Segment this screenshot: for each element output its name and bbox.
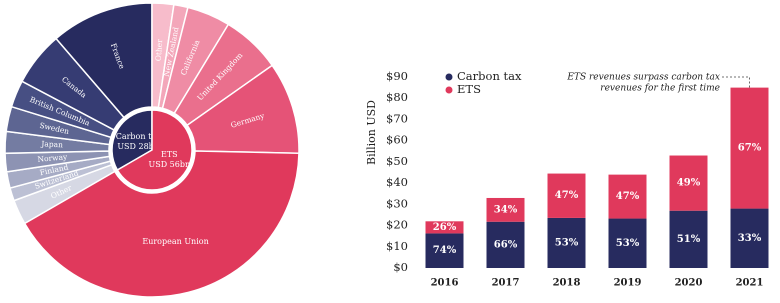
- share-label: 66%: [494, 239, 518, 250]
- y-axis-title: Billion USD: [365, 100, 378, 165]
- outer-label: European Union: [142, 237, 208, 246]
- inner-label: ETS: [161, 150, 178, 159]
- bar-segment: [486, 197, 525, 222]
- x-tick-label: 2016: [431, 278, 459, 289]
- annotation: revenues for the first time: [600, 84, 720, 94]
- y-tick-label: $60: [386, 133, 408, 147]
- inner-value-label: USD 28bn: [117, 142, 159, 151]
- share-label: 67%: [738, 143, 762, 154]
- share-label: 49%: [677, 178, 701, 189]
- share-label: 74%: [433, 245, 457, 256]
- bar-segment: [669, 210, 708, 268]
- outer-segment: [23, 150, 300, 298]
- share-label: 47%: [555, 190, 579, 201]
- share-label: 26%: [433, 222, 457, 233]
- legend-label: ETS: [457, 82, 481, 96]
- y-tick-label: $0: [393, 260, 408, 274]
- y-tick-label: $10: [386, 239, 408, 253]
- bar-segment: [608, 174, 647, 219]
- bar-segment: [669, 155, 708, 211]
- x-tick-label: 2018: [553, 278, 581, 289]
- legend-marker: [445, 86, 453, 94]
- bar-segment: [730, 87, 769, 209]
- y-tick-label: $90: [386, 69, 408, 83]
- legend-label: Carbon tax: [457, 69, 522, 83]
- bar-segment: [425, 221, 464, 234]
- inner-value-label: USD 56bn: [149, 160, 191, 169]
- x-tick-label: 2020: [675, 278, 703, 289]
- share-label: 33%: [738, 233, 762, 244]
- y-tick-label: $40: [386, 175, 408, 189]
- share-label: 53%: [555, 237, 579, 248]
- y-tick-label: $30: [386, 196, 408, 210]
- outer-label: Other: [154, 39, 165, 62]
- annotation: ETS revenues surpass carbon tax: [566, 73, 720, 83]
- y-tick-label: $70: [386, 111, 408, 125]
- bar-segment: [608, 218, 647, 268]
- bar-segment: [547, 173, 586, 218]
- share-label: 47%: [616, 191, 640, 202]
- share-label: 51%: [677, 234, 701, 245]
- share-label: 53%: [616, 238, 640, 249]
- y-tick-label: $20: [386, 218, 408, 232]
- legend-marker: [445, 73, 453, 81]
- x-tick-label: 2019: [614, 278, 642, 289]
- outer-label: Norway: [37, 152, 68, 164]
- inner-label: Carbon tax: [116, 132, 161, 141]
- bar-segment: [425, 233, 464, 268]
- bar-segment: [547, 217, 586, 268]
- bar-chart: Billion USD $0 $10 $20 $30 $40 $50 $60 $70 $80 $90…: [365, 69, 769, 289]
- annotation-leader: [722, 76, 750, 88]
- x-tick-label: 2017: [492, 278, 520, 289]
- bar-segment: [730, 208, 769, 268]
- outer-label: Japan: [40, 139, 63, 149]
- y-tick-label: $50: [386, 154, 408, 168]
- inner-segment: [116, 109, 193, 191]
- share-label: 34%: [494, 204, 518, 215]
- bar-segment: [486, 221, 525, 268]
- y-tick-label: $80: [386, 90, 408, 104]
- x-tick-label: 2021: [736, 278, 764, 289]
- outer-segment: [55, 2, 153, 119]
